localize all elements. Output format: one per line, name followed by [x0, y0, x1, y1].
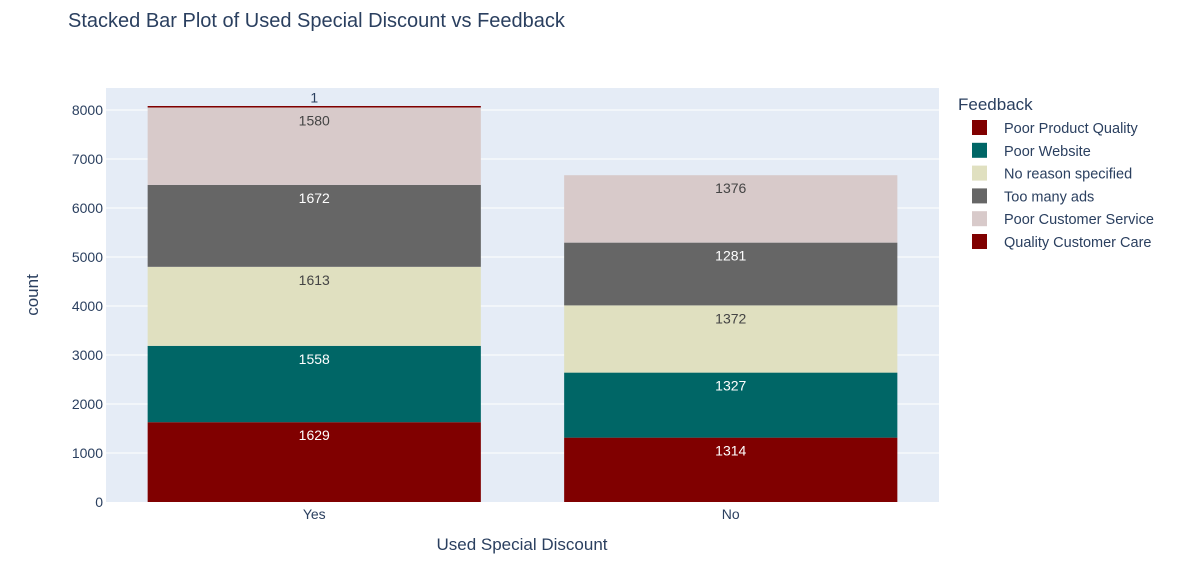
bar-segment	[564, 175, 898, 243]
data-label: 1558	[299, 351, 330, 367]
y-tick-label: 4000	[72, 298, 103, 314]
bar-segment	[564, 372, 898, 438]
y-tick-label: 8000	[72, 102, 103, 118]
legend-label: Too many ads	[1004, 189, 1094, 205]
legend-swatch	[972, 211, 987, 227]
data-label: 1672	[299, 190, 330, 206]
data-label: 1327	[715, 378, 746, 394]
legend: Feedback Poor Product Quality Poor Websit…	[958, 95, 1154, 251]
x-axis-title: Used Special Discount	[436, 535, 607, 554]
data-label: 1372	[715, 310, 746, 326]
y-tick-label: 6000	[72, 200, 103, 216]
data-label: 1580	[299, 112, 330, 128]
legend-label: Quality Customer Care	[1004, 235, 1151, 251]
chart-title: Stacked Bar Plot of Used Special Discoun…	[68, 10, 566, 32]
bar-segment	[147, 107, 481, 185]
legend-label: Poor Website	[1004, 144, 1091, 160]
legend-label: Poor Customer Service	[1004, 212, 1154, 228]
bars: 1629 1558 1613 1672 1580 1 1314 1327 1372 1281 137…	[147, 89, 898, 502]
y-axis-title: count	[23, 274, 42, 316]
bar-segment	[147, 345, 481, 423]
data-label: 1281	[715, 248, 746, 264]
bar-segment	[147, 184, 481, 267]
bar-segment	[564, 305, 898, 373]
y-tick-label: 5000	[72, 249, 103, 265]
data-label: 1	[310, 89, 318, 105]
x-tick-label: Yes	[303, 506, 326, 522]
y-tick-label: 1000	[72, 445, 103, 461]
data-label: 1376	[715, 180, 746, 196]
bar-segment	[564, 242, 898, 306]
bar-segment	[147, 422, 481, 502]
data-label: 1314	[715, 443, 746, 459]
x-tick-label: No	[722, 506, 740, 522]
bar-segment	[564, 437, 898, 502]
x-axis-ticks: Yes No	[303, 506, 740, 522]
legend-swatch	[972, 165, 987, 181]
y-tick-label: 3000	[72, 347, 103, 363]
bar-segment	[147, 105, 481, 108]
legend-swatch	[972, 120, 987, 135]
legend-title: Feedback	[958, 95, 1033, 114]
data-label: 1613	[299, 272, 330, 288]
legend-swatch	[972, 234, 987, 249]
legend-label: No reason specified	[1004, 167, 1132, 183]
data-label: 1629	[299, 427, 330, 443]
y-tick-label: 7000	[72, 151, 103, 167]
legend-swatch	[972, 188, 987, 204]
bar-segment	[147, 266, 481, 346]
y-tick-label: 2000	[72, 396, 103, 412]
y-tick-label: 0	[95, 494, 103, 510]
legend-swatch	[972, 142, 987, 158]
y-axis-ticks: 0 1000 2000 3000 4000 5000 6000 7000 8000	[72, 102, 103, 510]
legend-label: Poor Product Quality	[1004, 121, 1139, 137]
